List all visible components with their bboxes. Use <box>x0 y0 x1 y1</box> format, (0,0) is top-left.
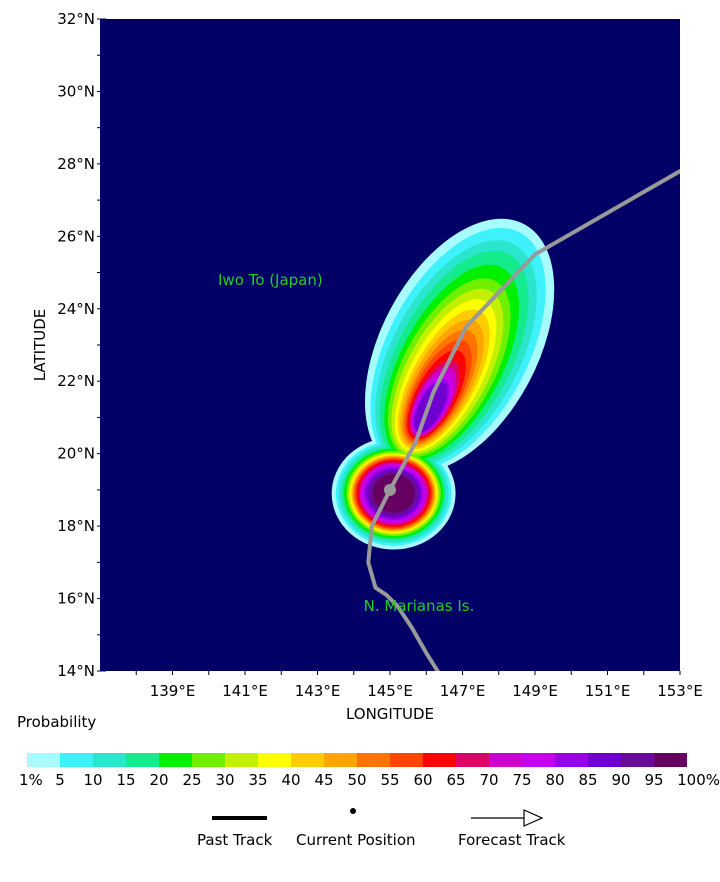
colorbar-tick-label: 30 <box>215 771 235 789</box>
colorbar-tick-label: 95 <box>644 771 664 789</box>
colorbar-tick-label: 5 <box>55 771 65 789</box>
colorbar-tick-label: 35 <box>248 771 268 789</box>
colorbar-tick-label: 1% <box>19 771 43 789</box>
lat-tick-label: 24°N <box>57 300 95 318</box>
colorbar-segment <box>258 753 291 767</box>
colorbar-tick-label: 25 <box>182 771 202 789</box>
x-axis-title: LONGITUDE <box>346 705 434 723</box>
place-label: Iwo To (Japan) <box>218 271 323 289</box>
colorbar-segment <box>456 753 489 767</box>
lat-tick-label: 30°N <box>57 82 95 100</box>
colorbar-segment <box>555 753 588 767</box>
lon-tick-label: 147°E <box>440 682 486 700</box>
colorbar-tick-label: 55 <box>380 771 400 789</box>
lat-tick-label: 32°N <box>57 10 95 28</box>
colorbar-segment <box>423 753 456 767</box>
current-position-marker <box>384 483 396 496</box>
lat-tick-label: 20°N <box>57 445 95 463</box>
colorbar-segment <box>390 753 423 767</box>
colorbar-segment <box>522 753 555 767</box>
y-axis-title: LATITUDE <box>31 309 49 382</box>
lon-tick-label: 139°E <box>150 682 196 700</box>
colorbar-tick-label: 50 <box>347 771 367 789</box>
colorbar-segment <box>60 753 93 767</box>
colorbar-tick-label: 10 <box>83 771 103 789</box>
colorbar-tick-label: 60 <box>413 771 433 789</box>
probability-colorbar <box>27 753 687 767</box>
axis-ticks <box>97 18 681 675</box>
colorbar-segment <box>225 753 258 767</box>
lat-tick-label: 22°N <box>57 372 95 390</box>
colorbar-tick-label: 100% <box>677 771 720 789</box>
colorbar-segment <box>291 753 324 767</box>
colorbar-segment <box>324 753 357 767</box>
colorbar-tick-label: 20 <box>149 771 169 789</box>
lat-tick-label: 26°N <box>57 227 95 245</box>
place-label: N. Marianas Is. <box>364 597 475 615</box>
colorbar-segment <box>159 753 192 767</box>
lon-tick-label: 149°E <box>512 682 558 700</box>
colorbar-tick-label: 40 <box>281 771 301 789</box>
colorbar-segment <box>93 753 126 767</box>
lat-tick-label: 16°N <box>57 590 95 608</box>
lon-tick-label: 141°E <box>222 682 268 700</box>
lat-tick-label: 14°N <box>57 662 95 680</box>
colorbar-tick-label: 70 <box>479 771 499 789</box>
colorbar-segment <box>489 753 522 767</box>
colorbar-tick-label: 75 <box>512 771 532 789</box>
current-position-symbol <box>350 808 356 814</box>
colorbar-segment <box>654 753 687 767</box>
colorbar-tick-label: 45 <box>314 771 334 789</box>
colorbar-tick-label: 85 <box>578 771 598 789</box>
legend-forecast-track: Forecast Track <box>458 831 566 849</box>
probability-title: Probability <box>17 713 97 731</box>
legend-past-track: Past Track <box>197 831 273 849</box>
colorbar-tick-label: 15 <box>116 771 136 789</box>
colorbar-tick-labels: 1% 5 10 15 20 25 30 35 40 45 50 55 60 65 70 75 80 85 90 95 1… <box>0 771 720 791</box>
lon-tick-label: 153°E <box>657 682 703 700</box>
colorbar-tick-label: 65 <box>446 771 466 789</box>
colorbar-segment <box>192 753 225 767</box>
colorbar-tick-label: 80 <box>545 771 565 789</box>
storm-track-line <box>366 169 680 671</box>
lon-tick-label: 151°E <box>585 682 631 700</box>
legend-current-position: Current Position <box>296 831 416 849</box>
lat-tick-label: 28°N <box>57 155 95 173</box>
colorbar-segment <box>621 753 654 767</box>
colorbar-segment <box>588 753 621 767</box>
lon-tick-label: 145°E <box>367 682 413 700</box>
colorbar-segment <box>27 753 60 767</box>
colorbar-segment <box>126 753 159 767</box>
colorbar-tick-label: 90 <box>611 771 631 789</box>
forecast-track-arrow-icon <box>471 809 544 827</box>
lat-tick-label: 18°N <box>57 517 95 535</box>
colorbar-segment <box>357 753 390 767</box>
lon-tick-label: 143°E <box>295 682 341 700</box>
